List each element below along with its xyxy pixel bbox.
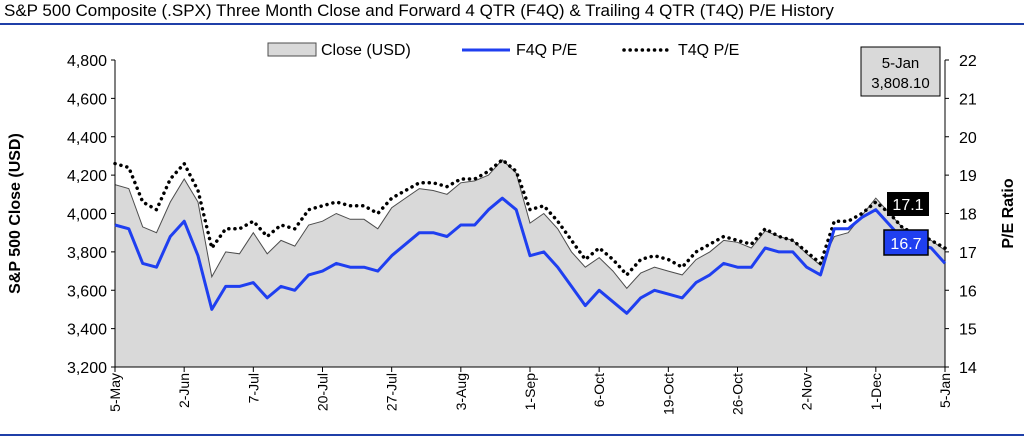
x-tick-label: 1-Sep	[522, 373, 538, 411]
y-tick-label: 4,600	[67, 91, 107, 108]
x-tick-label: 7-Jul	[245, 373, 261, 403]
y-tick-label: 4,200	[67, 168, 107, 185]
y2-tick-label: 22	[959, 53, 977, 70]
title-divider	[0, 23, 1024, 25]
y2-tick-label: 19	[959, 168, 977, 185]
legend-f4q-label: F4Q P/E	[516, 42, 577, 59]
y2-tick-label: 18	[959, 207, 977, 224]
x-tick-label: 2-Nov	[799, 373, 815, 410]
bottom-divider	[0, 434, 1024, 436]
y2-tick-label: 20	[959, 130, 977, 147]
chart-title: S&P 500 Composite (.SPX) Three Month Clo…	[4, 1, 834, 20]
t4q-last-label: 17.1	[892, 197, 923, 214]
y-axis-title: S&P 500 Close (USD)	[7, 133, 24, 294]
y2-tick-label: 14	[959, 360, 977, 377]
x-tick-label: 1-Dec	[868, 373, 884, 410]
y-tick-label: 4,400	[67, 130, 107, 147]
x-tick-label: 26-Oct	[730, 373, 746, 415]
x-tick-label: 5-May	[107, 373, 123, 412]
x-tick-label: 19-Oct	[660, 373, 676, 415]
x-tick-label: 2-Jun	[176, 373, 192, 408]
y-tick-label: 3,200	[67, 360, 107, 377]
t4q-last-label-box	[887, 192, 929, 216]
y-tick-label: 3,400	[67, 322, 107, 339]
f4q-pe-line	[114, 196, 947, 315]
last-close-box	[860, 46, 941, 97]
y-tick-label: 3,800	[67, 245, 107, 262]
x-tick-label: 20-Jul	[315, 373, 331, 411]
y2-tick-label: 21	[959, 91, 977, 108]
y2-tick-label: 16	[959, 283, 977, 300]
legend-t4q-label: T4Q P/E	[678, 42, 739, 59]
y-tick-label: 3,600	[67, 283, 107, 300]
t4q-pe-line	[113, 157, 947, 278]
y2-tick-label: 15	[959, 322, 977, 339]
f4q-last-label: 16.7	[890, 236, 921, 253]
x-tick-label: 27-Jul	[384, 373, 400, 411]
x-tick-label: 5-Jan	[937, 373, 953, 408]
y-tick-label: 4,800	[67, 53, 107, 70]
x-tick-label: 3-Aug	[453, 373, 469, 410]
legend: Close (USD) F4Q P/E T4Q P/E	[267, 42, 739, 59]
legend-close-swatch	[267, 42, 317, 57]
pe-lines-layer	[113, 157, 947, 315]
axes-layer: 3,200 3,400 3,600 3,800 4,000 4,200 4,400 4,600…	[7, 53, 1017, 415]
x-tick-label: 6-Oct	[591, 373, 607, 407]
y-tick-label: 4,000	[67, 207, 107, 224]
last-close-date: 5-Jan	[882, 55, 920, 72]
f4q-last-label-box	[883, 229, 929, 256]
legend-close-label: Close (USD)	[321, 42, 411, 59]
y2-axis-title: P/E Ratio	[1000, 178, 1017, 248]
last-close-value: 3,808.10	[871, 75, 929, 92]
y2-tick-label: 17	[959, 245, 977, 262]
annotations-layer: 5-Jan 3,808.10 17.1 16.7	[860, 46, 941, 256]
